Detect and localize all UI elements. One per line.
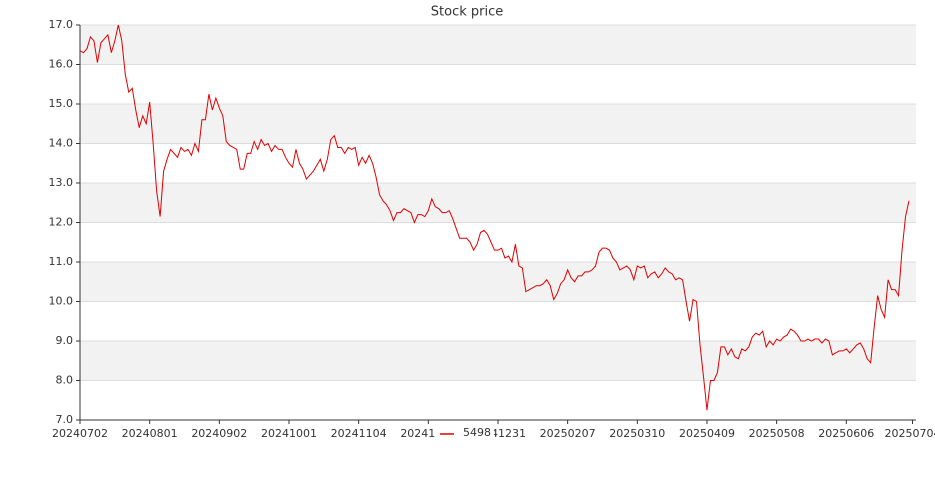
grid-band: [80, 262, 916, 302]
grid-band: [80, 341, 916, 381]
x-tick-label: 20241001: [261, 427, 317, 440]
y-tick-label: 9.0: [56, 334, 74, 347]
y-tick-label: 11.0: [49, 255, 74, 268]
y-tick-label: 10.0: [49, 295, 74, 308]
y-tick-label: 7.0: [56, 413, 74, 426]
y-tick-label: 14.0: [49, 137, 74, 150]
y-tick-label: 8.0: [56, 374, 74, 387]
chart-title: Stock price: [431, 5, 503, 20]
y-tick-label: 16.0: [49, 58, 74, 71]
x-tick-label: 20240801: [122, 427, 178, 440]
x-tick-label: 20241104: [331, 427, 387, 440]
grid-bands: [80, 25, 916, 381]
x-tick-label: 20250508: [749, 427, 805, 440]
y-tick-label: 15.0: [49, 97, 74, 110]
grid-band: [80, 104, 916, 144]
x-tick-label: 20240702: [52, 427, 108, 440]
y-tick-label: 13.0: [49, 176, 74, 189]
x-tick-label: 20250606: [818, 427, 874, 440]
y-tick-label: 12.0: [49, 216, 74, 229]
x-tick-label: 20250704: [884, 427, 935, 440]
grid-band: [80, 25, 916, 65]
line-series: [79, 24, 910, 411]
legend-label: 5498: [463, 426, 491, 439]
x-tick-label: 20250207: [540, 427, 596, 440]
x-tick-label: 20240902: [191, 427, 247, 440]
x-tick-label: 20250409: [679, 427, 735, 440]
x-tick-label: 20250310: [609, 427, 665, 440]
y-tick-label: 17.0: [49, 18, 74, 31]
grid-band: [80, 183, 916, 223]
legend-box: [436, 426, 494, 442]
